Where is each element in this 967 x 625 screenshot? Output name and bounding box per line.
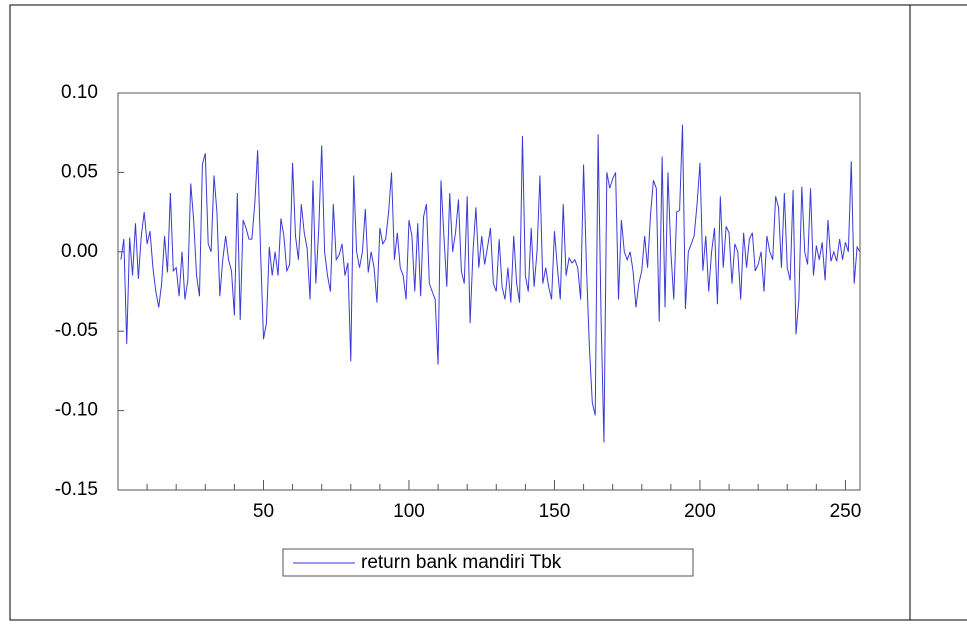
plot-area xyxy=(118,93,860,490)
y-tick-label: 0.05 xyxy=(61,161,98,182)
x-tick-label: 200 xyxy=(684,501,716,522)
series-line xyxy=(121,125,860,443)
x-tick-label: 150 xyxy=(539,501,571,522)
x-tick-label: 50 xyxy=(253,501,274,522)
y-tick-label: -0.15 xyxy=(55,479,98,500)
x-tick-label: 100 xyxy=(393,501,425,522)
frame xyxy=(10,5,910,620)
y-tick-label: -0.10 xyxy=(55,400,98,421)
chart: 0.10 0.05 0.00 -0.05 -0.10 -0.15 50 100 150 200 25… xyxy=(0,0,967,625)
x-tick-label: 250 xyxy=(830,501,862,522)
y-tick-label: 0.10 xyxy=(61,82,98,103)
legend-label: return bank mandiri Tbk xyxy=(361,552,562,573)
y-tick-label: 0.00 xyxy=(61,241,98,262)
y-tick-label: -0.05 xyxy=(55,320,98,341)
